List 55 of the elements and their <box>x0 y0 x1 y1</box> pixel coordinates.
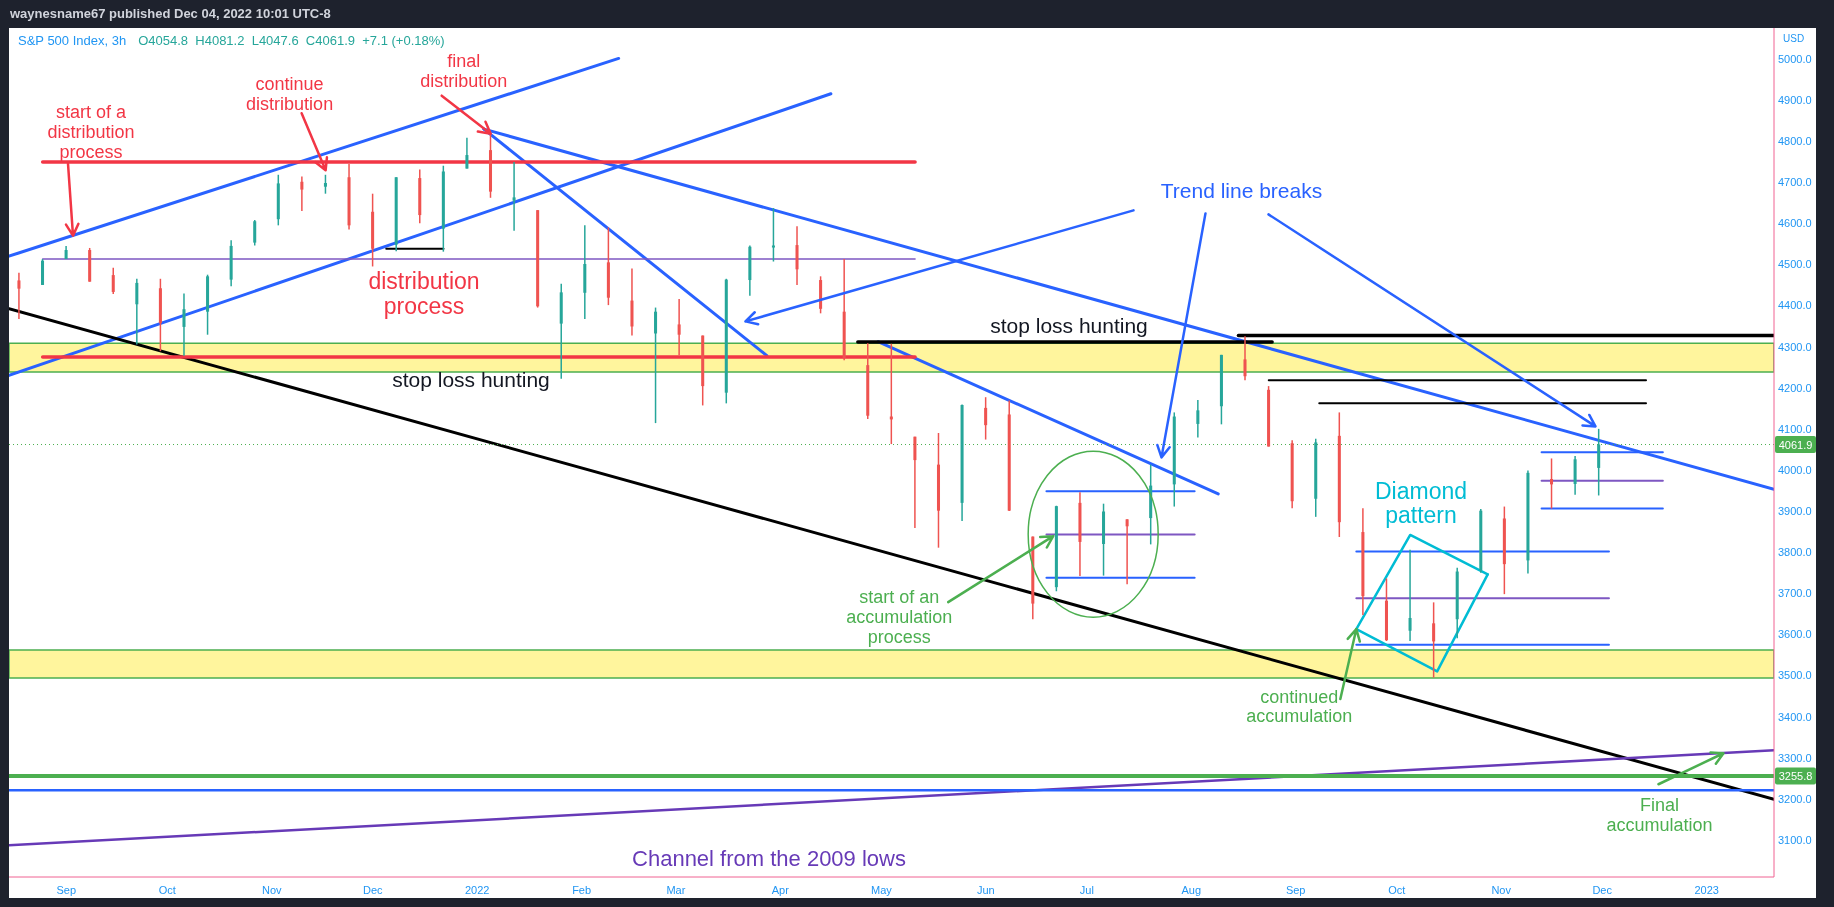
y-tick-label: 4000.0 <box>1778 463 1812 476</box>
x-tick-label: Nov <box>261 883 283 896</box>
annotation: continue distribution <box>246 73 334 114</box>
x-tick-label: 2023 <box>1694 883 1719 896</box>
y-tick-label: 4500.0 <box>1778 258 1812 271</box>
ref-line-label: 4061.9 <box>1778 438 1813 451</box>
y-tick-label: 4600.0 <box>1778 217 1812 230</box>
x-tick-label: 2022 <box>464 883 490 896</box>
annotation: stop loss hunting <box>990 314 1148 338</box>
y-tick-label: 4400.0 <box>1778 299 1812 312</box>
x-tick-label: Nov <box>1491 883 1512 896</box>
y-tick-label: 4900.0 <box>1778 93 1812 106</box>
y-tick-label: 3500.0 <box>1778 669 1812 682</box>
x-tick-label: Feb <box>572 883 592 896</box>
annotation: Trend line breaks <box>1160 178 1323 202</box>
annotation: final distribution <box>420 50 508 91</box>
annotation: Channel from the 2009 lows <box>632 845 906 871</box>
text: waynesname67 published Dec 04, 2022 10:01 UTC-8 <box>10 6 331 21</box>
y-tick-label: 3900.0 <box>1778 504 1812 517</box>
y-tick-label: 4200.0 <box>1778 381 1812 394</box>
y-tick-label: 4800.0 <box>1778 134 1812 147</box>
x-tick-label: Apr <box>771 883 790 896</box>
annotation: start of an accumulation process <box>846 587 953 648</box>
x-tick-label: Mar <box>666 883 686 896</box>
x-tick-label: May <box>871 883 893 896</box>
ref-line-label: 3255.8 <box>1778 769 1813 782</box>
x-tick-label: Aug <box>1181 883 1202 896</box>
y-tick-label: 4700.0 <box>1778 176 1812 189</box>
chart-title: S&P 500 Index, 3h <box>18 33 127 48</box>
y-tick-label: 3400.0 <box>1778 710 1812 723</box>
annotation: distribution process <box>368 267 480 319</box>
annotation: stop loss hunting <box>392 368 550 392</box>
x-tick-label: Jul <box>1079 883 1094 896</box>
x-tick-label: Oct <box>158 883 176 896</box>
y-tick-label: 4100.0 <box>1778 422 1812 435</box>
y-tick-label: 3100.0 <box>1778 833 1812 846</box>
y-axis-title: USD <box>1783 33 1805 44</box>
x-tick-label: Dec <box>1592 883 1613 896</box>
annotation: continued accumulation <box>1246 686 1353 726</box>
y-tick-label: 4300.0 <box>1778 340 1812 353</box>
chart-subtitle: O4054.8 H4081.2 L4047.6 C4061.9 +7.1 (+0.18%) <box>138 33 445 48</box>
x-tick-label: Sep <box>1285 883 1306 896</box>
x-tick-label: Dec <box>363 883 384 896</box>
annotation: Diamond pattern <box>1374 478 1468 529</box>
x-tick-label: Sep <box>56 883 77 896</box>
y-tick-label: 5000.0 <box>1778 52 1812 65</box>
annotation: start of a distribution process <box>47 101 135 162</box>
x-tick-label: Oct <box>1388 883 1406 896</box>
y-tick-label: 3800.0 <box>1778 546 1812 559</box>
x-tick-label: Jun <box>976 883 995 896</box>
y-tick-label: 3200.0 <box>1778 792 1812 805</box>
annotation: Final accumulation <box>1606 794 1713 835</box>
y-tick-label: 3600.0 <box>1778 628 1812 641</box>
y-tick-label: 3300.0 <box>1778 751 1812 764</box>
y-tick-label: 3700.0 <box>1778 587 1812 600</box>
